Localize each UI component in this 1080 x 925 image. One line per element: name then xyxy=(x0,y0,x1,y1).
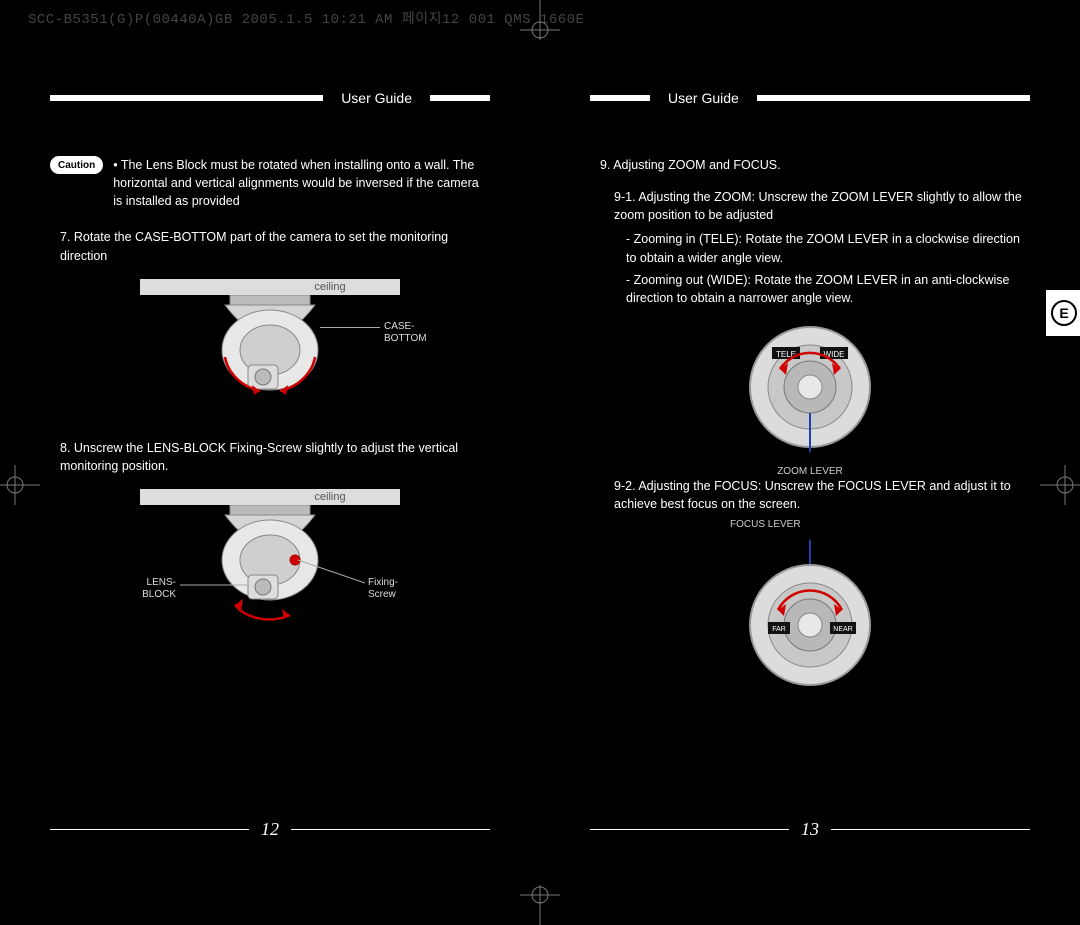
ceiling-label-2: ceiling xyxy=(140,489,400,505)
step-8-text: 8. Unscrew the LENS-BLOCK Fixing-Screw s… xyxy=(50,439,490,475)
callout-fixing-screw: Fixing-Screw xyxy=(368,577,400,601)
step-9-1-text: 9-1. Adjusting the ZOOM: Unscrew the ZOO… xyxy=(590,188,1030,224)
page-footer-right: 13 xyxy=(540,819,1080,840)
page-footer-left: 12 xyxy=(0,819,540,840)
dome-diagram-2: LENS- BLOCK Fixing-Screw xyxy=(140,505,400,625)
header-bar xyxy=(757,95,1030,101)
language-tab-e: E xyxy=(1046,290,1080,336)
callout-lens-block: LENS- BLOCK xyxy=(130,577,176,601)
header-bar-short xyxy=(430,95,490,101)
step-9-2-text: 9-2. Adjusting the FOCUS: Unscrew the FO… xyxy=(590,477,1030,513)
dome-diagram-1: CASE- BOTTOM xyxy=(170,295,370,415)
svg-text:NEAR: NEAR xyxy=(833,626,852,633)
page-header-left: User Guide xyxy=(50,90,490,106)
figure-focus-lever: FAR NEAR xyxy=(720,540,900,690)
caution-badge: Caution xyxy=(50,156,103,174)
svg-text:FAR: FAR xyxy=(772,626,786,633)
caution-row: Caution • The Lens Block must be rotated… xyxy=(50,156,490,210)
user-guide-title: User Guide xyxy=(660,90,747,106)
language-tab-letter: E xyxy=(1051,300,1077,326)
page-number-13: 13 xyxy=(801,819,819,840)
header-bar-short xyxy=(590,95,650,101)
printer-header: SCC-B5351(G)P(00440A)GB 2005.1.5 10:21 A… xyxy=(28,8,584,28)
figure-zoom-lever: TELE WIDE ZOOM LEVER xyxy=(720,317,900,467)
step-9-1b-text: - Zooming out (WIDE): Rotate the ZOOM LE… xyxy=(590,271,1030,307)
page-left: User Guide Caution • The Lens Block must… xyxy=(0,90,540,850)
page-right: User Guide 9. Adjusting ZOOM and FOCUS. … xyxy=(540,90,1080,850)
header-bar xyxy=(50,95,323,101)
zoom-lever-label: ZOOM LEVER xyxy=(720,466,900,477)
step-9-text: 9. Adjusting ZOOM and FOCUS. xyxy=(590,156,1030,174)
page-number-12: 12 xyxy=(261,819,279,840)
ceiling-label-1: ceiling xyxy=(140,279,400,295)
callout-case-bottom: CASE- BOTTOM xyxy=(384,321,427,345)
crop-mark-top xyxy=(510,0,570,50)
figure-lens-block: ceiling LENS- xyxy=(50,489,490,625)
focus-lever-label: FOCUS LEVER xyxy=(590,519,1030,530)
crop-mark-bottom xyxy=(510,865,570,925)
caution-text: • The Lens Block must be rotated when in… xyxy=(113,156,490,210)
user-guide-title: User Guide xyxy=(333,90,420,106)
page-header-right: User Guide xyxy=(590,90,1030,106)
step-7-text: 7. Rotate the CASE-BOTTOM part of the ca… xyxy=(50,228,490,264)
step-9-1a-text: - Zooming in (TELE): Rotate the ZOOM LEV… xyxy=(590,230,1030,266)
figure-case-bottom: ceiling CASE- B xyxy=(50,279,490,415)
